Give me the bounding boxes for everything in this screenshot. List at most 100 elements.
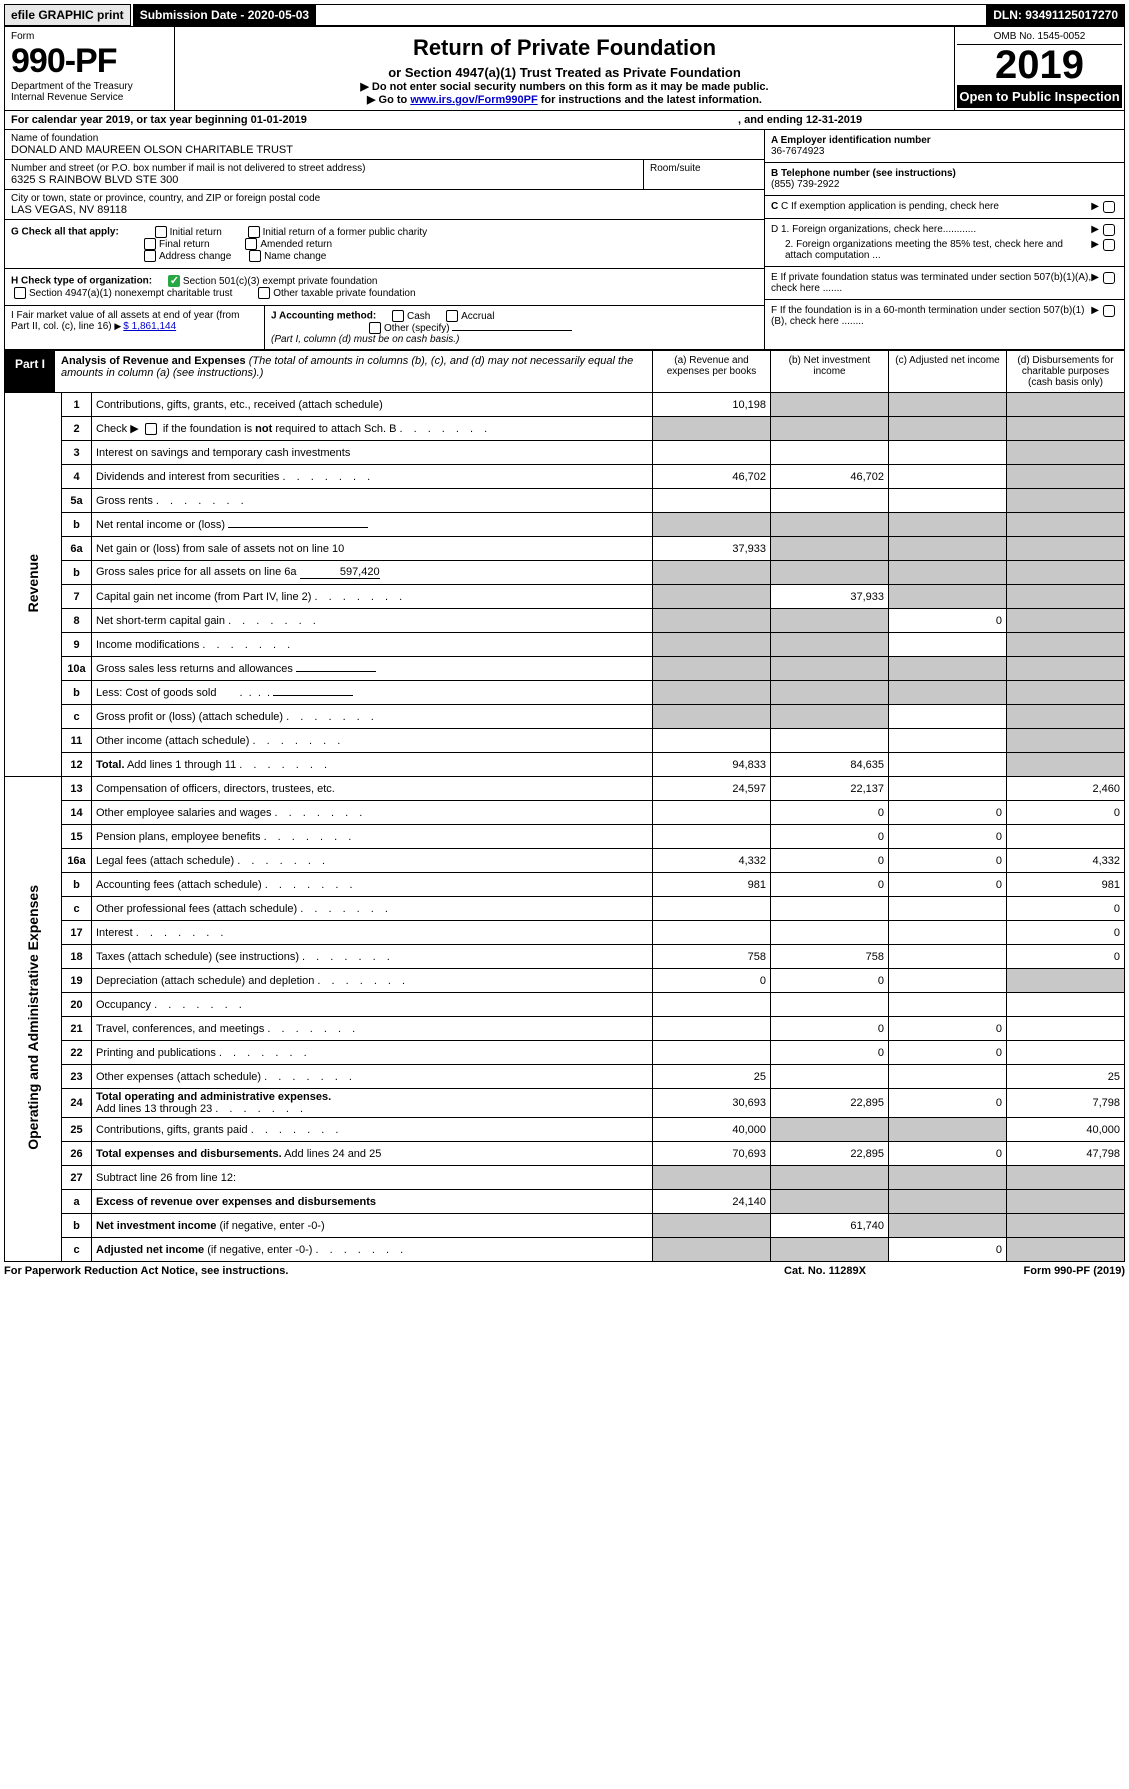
d-cell: D 1. Foreign organizations, check here..…	[765, 219, 1124, 267]
chk-initial[interactable]	[155, 226, 167, 238]
chk-final[interactable]	[144, 238, 156, 250]
ij-row: I Fair market value of all assets at end…	[5, 306, 764, 349]
header-left: Form 990-PF Department of the Treasury I…	[5, 27, 175, 110]
footer-mid: Cat. No. 11289X	[725, 1265, 925, 1277]
arrow-icon	[114, 321, 123, 332]
instr-2a: ▶ Go to	[367, 94, 410, 106]
j-cell: J Accounting method: Cash Accrual Other …	[265, 306, 764, 349]
part1-desc: Analysis of Revenue and Expenses (The to…	[55, 351, 652, 392]
i-val[interactable]: $ 1,861,144	[123, 321, 176, 332]
topbar: efile GRAPHIC print Submission Date - 20…	[4, 4, 1125, 26]
col-c: (c) Adjusted net income	[888, 351, 1006, 392]
h-row: H Check type of organization: Section 50…	[5, 269, 764, 306]
dln-label: DLN: 93491125017270	[986, 4, 1125, 26]
addr-inner: Number and street (or P.O. box number if…	[5, 160, 644, 189]
chk-accrual[interactable]	[446, 310, 458, 322]
open-inspection: Open to Public Inspection	[957, 85, 1122, 108]
d1-text: D 1. Foreign organizations, check here..…	[771, 224, 1091, 236]
submission-date: Submission Date - 2020-05-03	[133, 4, 316, 26]
topbar-spacer	[316, 4, 986, 26]
cal-begin: For calendar year 2019, or tax year begi…	[11, 114, 738, 126]
chk-f[interactable]	[1103, 305, 1115, 317]
a-label: A Employer identification number	[771, 135, 931, 146]
e-text: E If private foundation status was termi…	[771, 272, 1091, 294]
tax-year: 2019	[957, 45, 1122, 85]
form-word: Form	[11, 31, 168, 42]
city-cell: City or town, state or province, country…	[5, 190, 764, 220]
chk-other[interactable]	[369, 322, 381, 334]
arrow-c: ▶	[1091, 201, 1099, 212]
d2-text: 2. Foreign organizations meeting the 85%…	[771, 239, 1091, 261]
col-heads: (a) Revenue and expenses per books (b) N…	[652, 351, 1124, 392]
i-cell: I Fair market value of all assets at end…	[5, 306, 265, 349]
chk-4947[interactable]	[14, 287, 26, 299]
calendar-line: For calendar year 2019, or tax year begi…	[4, 111, 1125, 130]
instr-2b: for instructions and the latest informat…	[538, 94, 762, 106]
addr-cell: Number and street (or P.O. box number if…	[5, 160, 764, 190]
name-label: Name of foundation	[11, 133, 758, 144]
opt-4947: Section 4947(a)(1) nonexempt charitable …	[29, 288, 232, 299]
b-val: (855) 739-2922	[771, 179, 839, 190]
room-label: Room/suite	[650, 163, 758, 174]
part1-header: Part I Analysis of Revenue and Expenses …	[4, 350, 1125, 392]
opt-accrual: Accrual	[461, 311, 494, 322]
opt-amended: Amended return	[260, 239, 332, 250]
a-val: 36-7674923	[771, 146, 824, 157]
opt-addrchg: Address change	[159, 251, 231, 262]
g-row: G Check all that apply: Initial return I…	[5, 220, 764, 269]
chk-d2[interactable]	[1103, 239, 1115, 251]
opt-other: Other (specify)	[384, 323, 450, 334]
h-label: H Check type of organization:	[11, 276, 152, 287]
part1-tab: Part I	[5, 351, 55, 392]
arrow-d1: ▶	[1091, 224, 1099, 236]
arrow-e: ▶	[1091, 272, 1099, 283]
form-number: 990-PF	[11, 42, 168, 81]
addr-val: 6325 S RAINBOW BLVD STE 300	[11, 174, 637, 186]
chk-501c3[interactable]	[168, 275, 180, 287]
e-cell: E If private foundation status was termi…	[765, 267, 1124, 300]
efile-button[interactable]: efile GRAPHIC print	[4, 4, 131, 26]
g-label: G Check all that apply:	[11, 227, 119, 238]
main-table: Revenue1Contributions, gifts, grants, et…	[4, 392, 1125, 1262]
cal-end: , and ending 12-31-2019	[738, 114, 1118, 126]
room-cell: Room/suite	[644, 160, 764, 189]
j-note: (Part I, column (d) must be on cash basi…	[271, 334, 459, 345]
chk-amended[interactable]	[245, 238, 257, 250]
dept-line-2: Internal Revenue Service	[11, 92, 168, 103]
form-subtitle: or Section 4947(a)(1) Trust Treated as P…	[181, 65, 948, 80]
info-block: Name of foundation DONALD AND MAUREEN OL…	[4, 130, 1125, 350]
form-title: Return of Private Foundation	[181, 35, 948, 61]
j-label: J Accounting method:	[271, 311, 376, 322]
form-header: Form 990-PF Department of the Treasury I…	[4, 26, 1125, 111]
chk-c[interactable]	[1103, 201, 1115, 213]
info-right: A Employer identification number 36-7674…	[764, 130, 1124, 349]
chk-cash[interactable]	[392, 310, 404, 322]
instr-link[interactable]: www.irs.gov/Form990PF	[410, 94, 537, 106]
opt-other-tax: Other taxable private foundation	[273, 288, 415, 299]
col-b: (b) Net investment income	[770, 351, 888, 392]
col-d: (d) Disbursements for charitable purpose…	[1006, 351, 1124, 392]
chk-d1[interactable]	[1103, 224, 1115, 236]
chk-other-tax[interactable]	[258, 287, 270, 299]
b-cell: B Telephone number (see instructions) (8…	[765, 163, 1124, 196]
footer-left: For Paperwork Reduction Act Notice, see …	[4, 1265, 725, 1277]
f-text: F If the foundation is in a 60-month ter…	[771, 305, 1091, 327]
city-label: City or town, state or province, country…	[11, 193, 758, 204]
other-input[interactable]	[452, 330, 572, 331]
chk-initial-former[interactable]	[248, 226, 260, 238]
c-cell: C C If exemption application is pending,…	[765, 196, 1124, 219]
dept-line-1: Department of the Treasury	[11, 81, 168, 92]
opt-namechg: Name change	[264, 251, 326, 262]
name-cell: Name of foundation DONALD AND MAUREEN OL…	[5, 130, 764, 160]
opt-cash: Cash	[407, 311, 430, 322]
instr-1: ▶ Do not enter social security numbers o…	[181, 80, 948, 93]
header-right: OMB No. 1545-0052 2019 Open to Public In…	[954, 27, 1124, 110]
col-a: (a) Revenue and expenses per books	[652, 351, 770, 392]
arrow-d2: ▶	[1091, 239, 1099, 261]
page-footer: For Paperwork Reduction Act Notice, see …	[4, 1262, 1125, 1280]
chk-namechg[interactable]	[249, 250, 261, 262]
arrow-f: ▶	[1091, 305, 1099, 316]
addr-label: Number and street (or P.O. box number if…	[11, 163, 637, 174]
chk-e[interactable]	[1103, 272, 1115, 284]
chk-addrchg[interactable]	[144, 250, 156, 262]
